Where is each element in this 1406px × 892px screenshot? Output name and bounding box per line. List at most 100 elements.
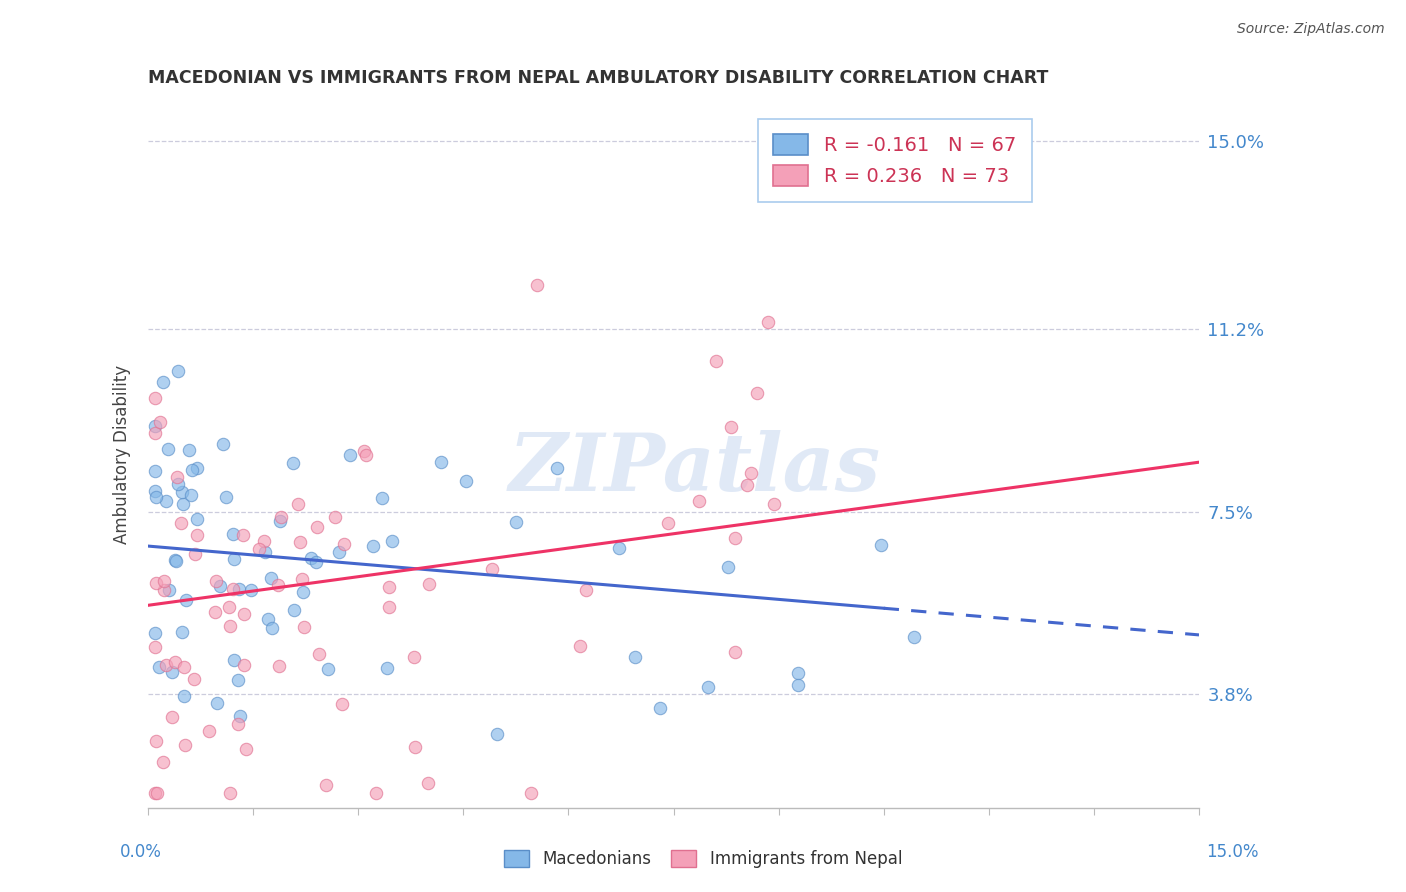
Point xyxy=(145,576,167,591)
Point xyxy=(177,442,200,457)
Point xyxy=(232,528,254,542)
Point xyxy=(166,469,188,483)
Point xyxy=(723,644,745,658)
Point xyxy=(155,494,177,508)
Point xyxy=(152,755,174,769)
Point xyxy=(222,552,245,566)
Point xyxy=(180,488,202,502)
Point xyxy=(209,579,232,593)
Point xyxy=(378,580,401,594)
Text: 15.0%: 15.0% xyxy=(1206,843,1258,861)
Point xyxy=(183,672,205,686)
Point xyxy=(547,460,569,475)
Point xyxy=(228,582,250,597)
Point xyxy=(688,494,710,508)
Point xyxy=(903,630,925,644)
Point xyxy=(481,562,503,576)
Point xyxy=(706,353,728,368)
Point xyxy=(174,592,197,607)
Point xyxy=(166,477,188,491)
Point xyxy=(222,582,245,596)
Point xyxy=(519,786,541,800)
Point xyxy=(186,528,208,542)
Point xyxy=(198,723,221,738)
Point xyxy=(696,680,718,694)
Point xyxy=(239,582,262,597)
Point xyxy=(418,776,440,790)
Point xyxy=(232,657,254,672)
Point xyxy=(165,553,187,567)
Point xyxy=(229,708,252,723)
Point xyxy=(226,673,249,688)
Point xyxy=(607,541,630,556)
Point xyxy=(575,582,598,597)
Point xyxy=(569,640,592,654)
Point xyxy=(291,584,314,599)
Point xyxy=(454,475,477,489)
Point xyxy=(148,660,170,674)
Point xyxy=(143,640,166,655)
Point xyxy=(172,497,194,511)
Point xyxy=(247,541,270,556)
Point xyxy=(204,605,226,619)
Point xyxy=(143,465,166,479)
Point xyxy=(253,534,276,549)
Point xyxy=(354,448,377,462)
Legend: Macedonians, Immigrants from Nepal: Macedonians, Immigrants from Nepal xyxy=(498,843,908,875)
Point xyxy=(235,741,257,756)
Point xyxy=(160,665,183,679)
Point xyxy=(218,599,240,614)
Point xyxy=(145,734,167,748)
Point xyxy=(299,550,322,565)
Point xyxy=(186,512,208,526)
Point xyxy=(222,653,245,667)
Point xyxy=(156,442,179,456)
Point xyxy=(724,531,747,545)
Point xyxy=(143,419,166,434)
Point xyxy=(328,544,350,558)
Point xyxy=(283,456,305,470)
Point xyxy=(740,467,762,481)
Point xyxy=(226,717,249,731)
Text: ZIPatlas: ZIPatlas xyxy=(509,430,880,508)
Point xyxy=(505,515,527,529)
Point xyxy=(315,778,337,792)
Point xyxy=(429,455,451,469)
Legend: R = -0.161   N = 67, R = 0.236   N = 73: R = -0.161 N = 67, R = 0.236 N = 73 xyxy=(758,119,1032,202)
Point xyxy=(716,560,738,574)
Point xyxy=(204,574,226,588)
Point xyxy=(267,578,290,592)
Point xyxy=(205,696,228,710)
Point xyxy=(720,420,742,434)
Point xyxy=(173,738,195,752)
Point xyxy=(624,649,647,664)
Point xyxy=(143,391,166,405)
Point xyxy=(305,520,328,534)
Point xyxy=(167,363,190,377)
Point xyxy=(270,510,292,524)
Point xyxy=(745,385,768,400)
Point xyxy=(212,436,235,450)
Point xyxy=(254,545,277,559)
Point xyxy=(181,463,204,477)
Point xyxy=(233,607,256,621)
Point xyxy=(218,786,240,800)
Point xyxy=(173,689,195,703)
Point xyxy=(218,619,240,633)
Point xyxy=(259,571,281,585)
Point xyxy=(330,697,353,711)
Point xyxy=(145,490,167,504)
Point xyxy=(657,516,679,531)
Point xyxy=(269,515,291,529)
Point xyxy=(786,666,808,681)
Point xyxy=(157,582,180,597)
Point xyxy=(260,621,283,635)
Point xyxy=(269,659,291,673)
Point xyxy=(381,534,404,549)
Point xyxy=(318,662,340,676)
Point xyxy=(165,655,187,669)
Point xyxy=(153,582,176,597)
Point xyxy=(870,538,893,552)
Point xyxy=(149,415,172,429)
Point xyxy=(160,710,183,724)
